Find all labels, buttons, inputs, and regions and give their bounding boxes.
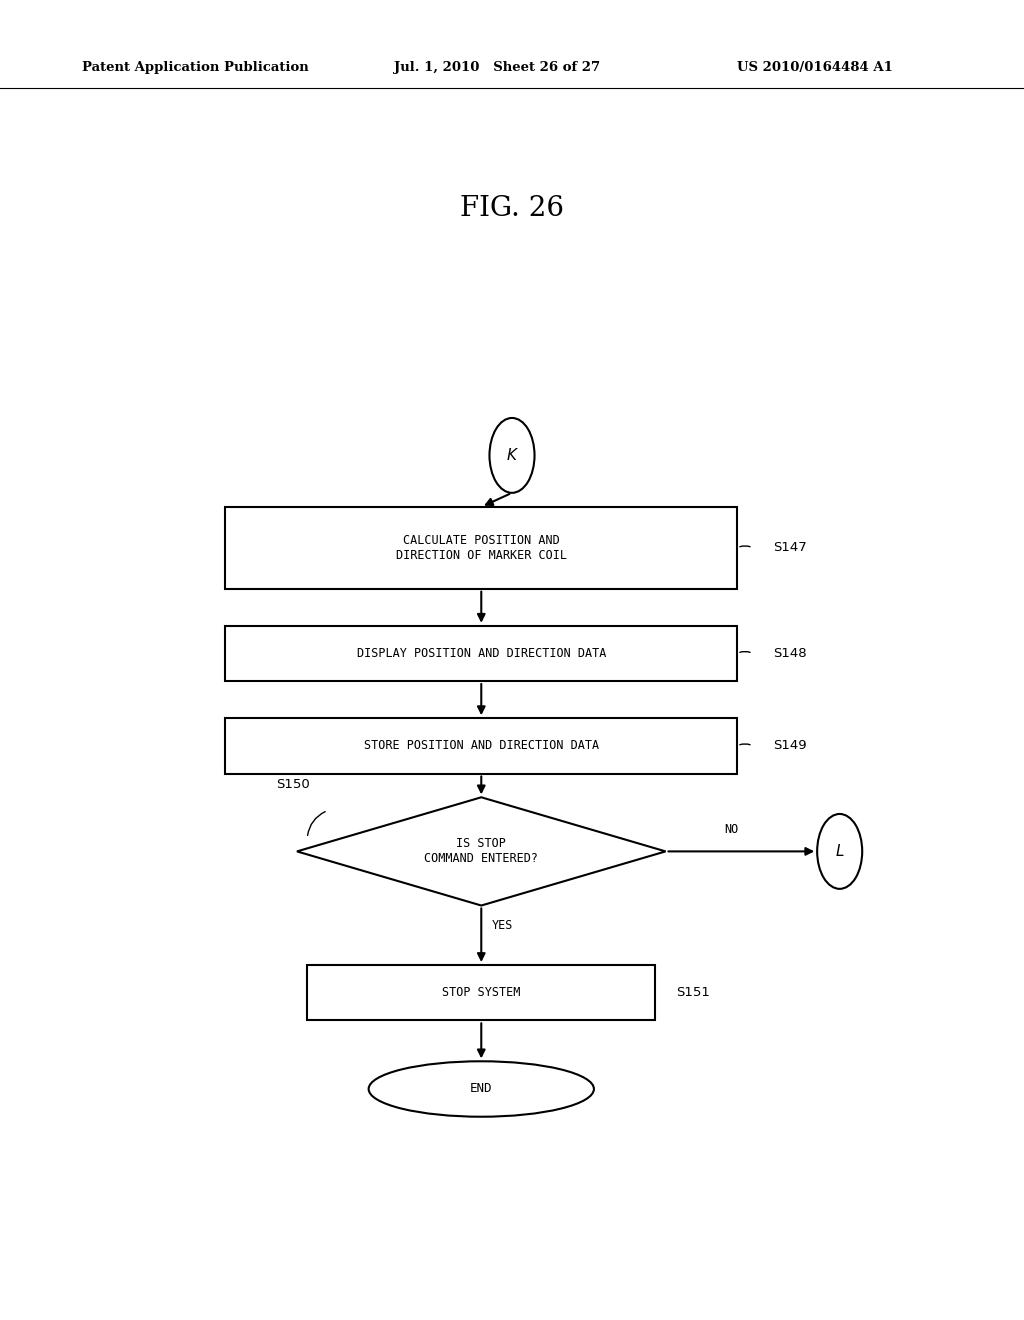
- Text: S147: S147: [773, 541, 807, 554]
- Text: L: L: [836, 843, 844, 859]
- Text: Jul. 1, 2010   Sheet 26 of 27: Jul. 1, 2010 Sheet 26 of 27: [394, 62, 600, 74]
- Text: FIG. 26: FIG. 26: [460, 194, 564, 222]
- Bar: [307, 965, 655, 1020]
- Text: K: K: [507, 447, 517, 463]
- Text: S148: S148: [773, 647, 807, 660]
- Text: END: END: [470, 1082, 493, 1096]
- Text: STORE POSITION AND DIRECTION DATA: STORE POSITION AND DIRECTION DATA: [364, 739, 599, 752]
- Bar: [225, 718, 737, 774]
- Text: IS STOP
COMMAND ENTERED?: IS STOP COMMAND ENTERED?: [424, 837, 539, 866]
- Bar: [225, 507, 737, 589]
- Text: S149: S149: [773, 739, 807, 752]
- Text: YES: YES: [492, 919, 513, 932]
- Text: NO: NO: [724, 822, 738, 836]
- Text: Patent Application Publication: Patent Application Publication: [82, 62, 308, 74]
- Polygon shape: [297, 797, 666, 906]
- Text: CALCULATE POSITION AND
DIRECTION OF MARKER COIL: CALCULATE POSITION AND DIRECTION OF MARK…: [396, 533, 566, 562]
- Text: STOP SYSTEM: STOP SYSTEM: [442, 986, 520, 999]
- Text: DISPLAY POSITION AND DIRECTION DATA: DISPLAY POSITION AND DIRECTION DATA: [356, 647, 606, 660]
- Ellipse shape: [369, 1061, 594, 1117]
- Text: S150: S150: [276, 777, 310, 791]
- Text: S151: S151: [676, 986, 710, 999]
- Bar: [225, 626, 737, 681]
- Text: US 2010/0164484 A1: US 2010/0164484 A1: [737, 62, 893, 74]
